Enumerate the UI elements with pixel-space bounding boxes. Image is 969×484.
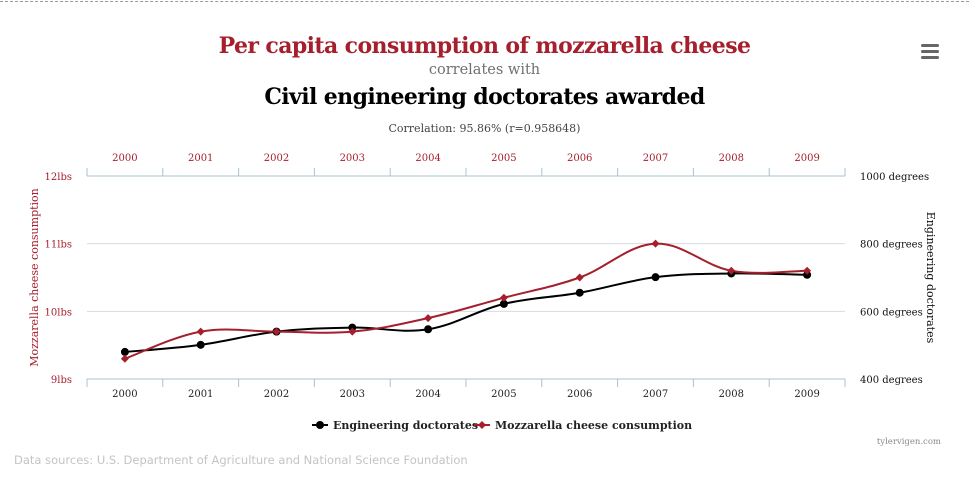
series-line-cheese [124,242,808,360]
left-axis-title: Mozzarella cheese consumption [28,188,41,367]
x-tick-label-bottom: 2007 [643,389,668,400]
data-point-cheese [196,327,205,336]
series-markers [120,239,812,363]
x-tick-label-top: 2009 [794,153,819,164]
data-point-cheese [575,273,584,282]
data-sources: Data sources: U.S. Department of Agricul… [14,453,468,467]
data-point-doctorates [575,288,584,297]
data-point-doctorates [120,347,129,356]
x-tick-label-top: 2000 [112,153,137,164]
data-point-cheese [803,266,812,275]
grid-lines [87,243,845,312]
chart-title: Per capita consumption of mozzarella che… [218,33,751,59]
menu-bar [921,50,939,53]
x-tick-label-top: 2003 [340,153,365,164]
data-point-cheese [120,354,129,363]
legend-label-doctorates: Engineering doctorates [333,419,478,432]
x-tick-label-bottom: 2000 [112,389,137,400]
chart-subtitle: correlates with [428,62,541,78]
legend-marker-cheese [478,421,486,429]
x-tick-label-bottom: 2006 [567,389,592,400]
menu-bar [921,44,939,47]
data-point-cheese [348,327,357,336]
x-tick-label-bottom: 2001 [188,389,213,400]
x-tick-label-bottom: 2004 [415,389,440,400]
left-tick-label: 10lbs [45,307,72,318]
right-tick-label: 600 degrees [860,307,923,318]
legend-marker-doctorates [316,421,324,429]
left-tick-label: 11lbs [45,240,72,251]
right-tick-label: 800 degrees [860,240,923,251]
data-point-doctorates [803,270,812,279]
data-point-doctorates [424,325,433,334]
data-point-cheese [651,239,660,248]
x-tick-label-top: 2002 [264,153,289,164]
data-point-cheese [499,293,508,302]
data-point-cheese [424,314,433,323]
x-tick-label-top: 2006 [567,153,592,164]
axes [86,168,846,387]
legend: Engineering doctorates Mozzarella cheese … [312,419,692,432]
correlation-text: Correlation: 95.86% (r=0.958648) [388,122,581,135]
x-tick-label-top: 2004 [415,153,440,164]
data-point-cheese [727,266,736,275]
x-tick-label-bottom: 2008 [719,389,744,400]
data-point-doctorates [348,323,357,332]
legend-label-cheese: Mozzarella cheese consumption [495,419,692,432]
hamburger-menu-icon[interactable] [921,44,939,60]
x-tick-label-top: 2005 [491,153,516,164]
series-line-doctorates [124,272,808,353]
data-point-doctorates [196,340,205,349]
menu-bar [921,56,939,59]
data-point-doctorates [651,273,660,282]
left-tick-label: 9lbs [51,375,72,386]
data-point-cheese [272,327,281,336]
data-point-doctorates [499,299,508,308]
x-tick-label-top: 2008 [719,153,744,164]
top-dashed-rule [0,1,969,2]
site-credit: tylervigen.com [876,437,941,447]
chart-title-secondary: Civil engineering doctorates awarded [264,84,705,110]
right-tick-label: 400 degrees [860,375,923,386]
x-tick-label-bottom: 2003 [340,389,365,400]
x-tick-label-bottom: 2005 [491,389,516,400]
x-tick-label-bottom: 2009 [794,389,819,400]
x-tick-label-top: 2007 [643,153,668,164]
right-tick-label: 1000 degrees [860,172,929,183]
left-tick-label: 12lbs [45,172,72,183]
right-axis-title: Engineering doctorates [924,212,937,344]
x-tick-label-bottom: 2002 [264,389,289,400]
series-lines [124,242,808,360]
x-tick-label-top: 2001 [188,153,213,164]
tick-labels: 2000 2000 2001 2001 2002 2002 2003 2003 2004 2004… [28,153,937,400]
